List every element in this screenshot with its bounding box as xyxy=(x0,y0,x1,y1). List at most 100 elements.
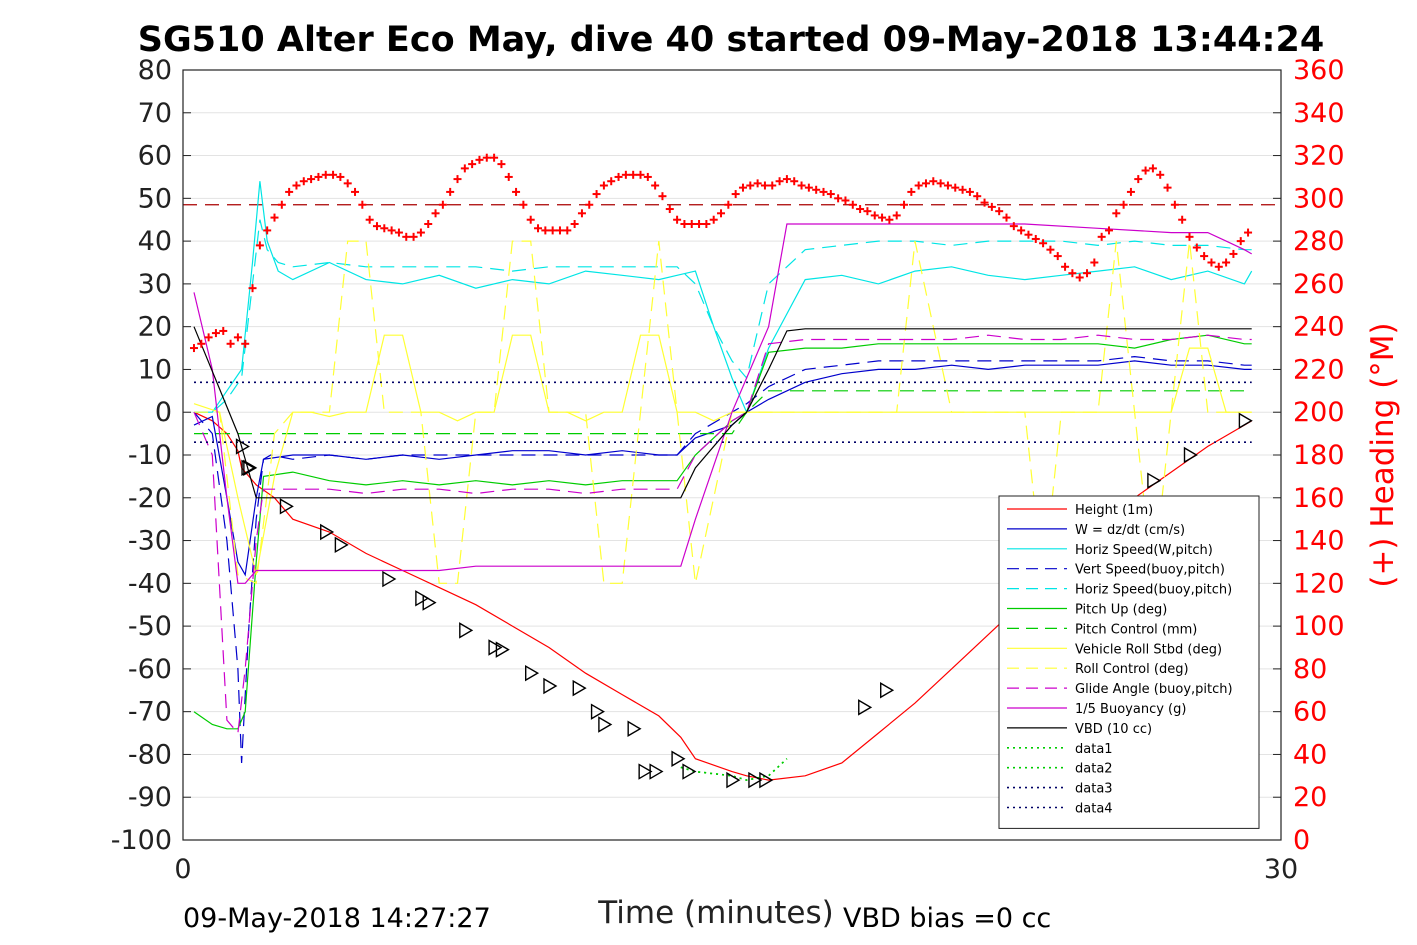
legend: Height (1m) W = dz/dt (cm/s) Horiz Speed(W… xyxy=(998,495,1260,829)
heading-point xyxy=(614,172,623,181)
heading-point xyxy=(1200,252,1209,261)
y2-tick-label: 340 xyxy=(1293,98,1345,129)
heading-point xyxy=(241,339,250,348)
series-horiz-speed-buoy-pitch xyxy=(194,219,1252,413)
heading-point xyxy=(746,181,755,190)
heading-point xyxy=(995,207,1004,216)
heading-point xyxy=(673,215,682,224)
legend-entry: Horiz Speed(buoy,pitch) xyxy=(1075,583,1232,598)
legend-entry: Horiz Speed(W,pitch) xyxy=(1075,543,1213,558)
heading-point xyxy=(717,209,726,218)
heading-point xyxy=(534,224,543,233)
heading-point xyxy=(219,326,228,335)
heading-point xyxy=(636,170,645,179)
heading-point xyxy=(658,192,667,201)
heading-point xyxy=(768,181,777,190)
heading-point xyxy=(1083,269,1092,278)
heading-point xyxy=(914,181,923,190)
heading-point xyxy=(848,200,857,209)
heading-point xyxy=(563,226,572,235)
heading-point xyxy=(402,232,411,241)
heading-point xyxy=(921,179,930,188)
heading-point xyxy=(929,177,938,186)
heading-point xyxy=(1002,213,1011,222)
heading-point xyxy=(973,192,982,201)
footer-vbd-bias: VBD bias =0 cc xyxy=(843,903,1051,934)
heading-point xyxy=(570,220,579,228)
triangle-marker xyxy=(1238,412,1253,429)
y2-tick-label: 20 xyxy=(1293,782,1327,813)
heading-point xyxy=(336,172,345,181)
x-tick-label: 30 xyxy=(1264,854,1298,885)
heading-point xyxy=(380,224,389,233)
triangle-marker xyxy=(235,438,250,455)
heading-point xyxy=(643,172,652,181)
heading-point xyxy=(263,226,272,235)
y2-tick-label: 300 xyxy=(1293,183,1345,214)
heading-point xyxy=(329,170,338,179)
heading-point xyxy=(782,175,791,184)
legend-entry: Pitch Up (deg) xyxy=(1075,603,1167,618)
heading-point xyxy=(1163,183,1172,192)
heading-point xyxy=(1075,273,1084,282)
heading-point xyxy=(702,220,711,228)
y-tick-label: 40 xyxy=(138,226,172,257)
heading-point xyxy=(387,226,396,235)
heading-point xyxy=(621,170,630,179)
heading-point xyxy=(1156,170,1165,179)
y-tick-label: -50 xyxy=(128,611,172,642)
footer-timestamp: 09-May-2018 14:27:27 xyxy=(183,903,491,934)
heading-point xyxy=(292,181,301,190)
heading-point xyxy=(1031,234,1040,243)
heading-point xyxy=(1148,164,1157,173)
heading-point xyxy=(424,220,433,228)
y-tick-label: 30 xyxy=(138,269,172,300)
heading-point xyxy=(460,164,469,173)
heading-point xyxy=(438,200,447,209)
heading-point xyxy=(1126,187,1135,196)
heading-point xyxy=(1185,232,1194,241)
triangle-marker xyxy=(422,594,437,611)
series-pitch-control-mm xyxy=(194,390,1252,435)
heading-point xyxy=(892,211,901,220)
legend-entry: data4 xyxy=(1075,802,1113,817)
heading-point xyxy=(951,183,960,192)
heading-point xyxy=(936,179,945,188)
heading-point xyxy=(204,333,213,342)
heading-point xyxy=(299,177,308,186)
heading-point xyxy=(497,160,506,169)
heading-point xyxy=(197,339,206,348)
y-tick-label: -80 xyxy=(128,739,172,770)
legend-entry: data3 xyxy=(1075,782,1113,797)
y2-tick-label: 120 xyxy=(1293,568,1345,599)
legend-entry: data1 xyxy=(1075,742,1113,757)
heading-point xyxy=(270,213,279,222)
heading-point xyxy=(790,177,799,186)
heading-point xyxy=(1134,175,1143,184)
series-roll-control-deg xyxy=(194,240,1252,585)
legend-entry: Glide Angle (buoy,pitch) xyxy=(1075,682,1233,697)
triangle-marker xyxy=(459,622,474,639)
triangle-marker xyxy=(1183,446,1198,464)
y-tick-label: -10 xyxy=(128,440,172,471)
triangle-marker xyxy=(1147,472,1162,489)
heading-point xyxy=(372,222,381,231)
heading-point xyxy=(731,190,740,199)
y-tick-label: -40 xyxy=(128,568,172,599)
heading-point xyxy=(453,175,462,184)
legend-entry: Roll Control (deg) xyxy=(1075,662,1189,677)
y2-axis-label: (+) Heading (°M) xyxy=(1365,322,1401,587)
y2-tick-label: 140 xyxy=(1293,526,1345,557)
heading-point xyxy=(277,200,286,209)
heading-point xyxy=(394,228,403,237)
heading-point xyxy=(233,333,242,342)
heading-point xyxy=(189,344,198,353)
plot-area xyxy=(183,153,1281,789)
triangle-marker xyxy=(748,771,763,789)
triangle-marker xyxy=(525,664,540,682)
heading-point xyxy=(819,187,828,196)
heading-point xyxy=(351,187,360,196)
triangle-marker xyxy=(572,679,587,697)
heading-point xyxy=(1119,200,1128,209)
heading-point xyxy=(526,215,535,224)
